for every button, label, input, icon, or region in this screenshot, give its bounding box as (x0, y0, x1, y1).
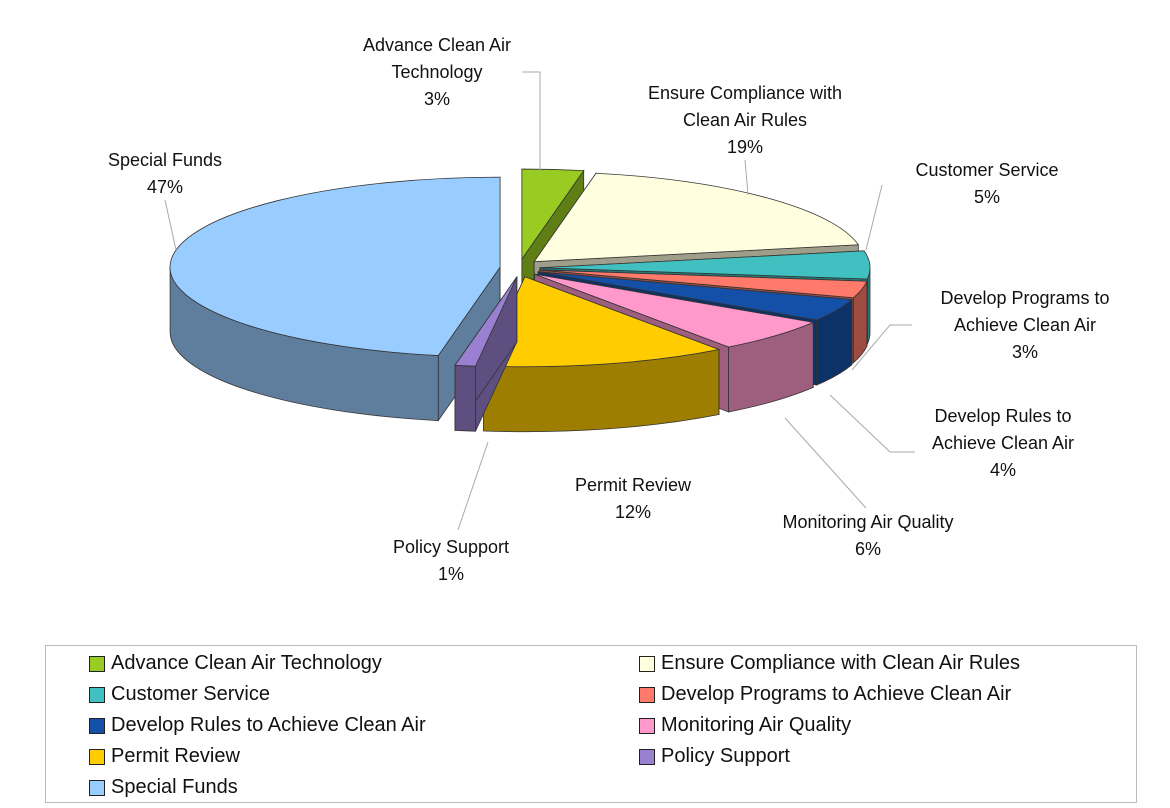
data-label-name: Customer Service (915, 160, 1059, 180)
slice-top (521, 168, 585, 261)
leader-line (865, 184, 883, 251)
legend-label: Special Funds (111, 776, 238, 798)
data-label: Advance Clean Air Technology 3% (352, 32, 522, 113)
legend-item: Develop Rules to Achieve Clean Air (89, 714, 426, 737)
legend-swatch (89, 655, 105, 672)
legend-swatch (89, 717, 105, 734)
leader-line (829, 394, 915, 453)
data-label-value: 1% (437, 564, 464, 584)
data-label: Monitoring Air Quality 6% (753, 509, 983, 563)
data-label-value: 3% (423, 89, 450, 109)
data-label-value: 6% (854, 539, 881, 559)
data-label: Permit Review 12% (548, 472, 718, 526)
legend-item: Monitoring Air Quality (639, 714, 851, 737)
legend-swatch (89, 779, 105, 796)
slice-top (454, 276, 518, 367)
legend-swatch (639, 686, 655, 703)
leader-line (744, 159, 749, 196)
data-label-value: 12% (614, 502, 652, 522)
data-label-name: Monitoring Air Quality (782, 512, 954, 532)
legend-swatch (639, 748, 655, 765)
chart (164, 71, 915, 531)
data-label-name: Special Funds (107, 150, 223, 170)
slice-top (534, 273, 815, 348)
data-label-value: 19% (726, 137, 764, 157)
legend-swatch (89, 748, 105, 765)
slice-top (538, 271, 853, 321)
leader-line (851, 324, 912, 371)
legend-label: Monitoring Air Quality (661, 714, 852, 736)
data-label: Special Funds 47% (80, 147, 250, 201)
slice-top (169, 176, 501, 356)
legend-item: Advance Clean Air Technology (89, 652, 382, 675)
slice-top (539, 250, 871, 280)
data-label: Customer Service 5% (892, 157, 1082, 211)
data-label-value: 3% (1011, 342, 1038, 362)
legend-label: Ensure Compliance with Clean Air Rules (661, 652, 1021, 674)
legend-label: Customer Service (111, 683, 270, 705)
leader-line (457, 441, 489, 531)
pie-slice (169, 176, 501, 422)
slice-top (539, 269, 868, 299)
legend-label: Policy Support (661, 745, 790, 767)
legend-swatch (89, 686, 105, 703)
legend-item: Special Funds (89, 776, 238, 799)
legend-item: Policy Support (639, 745, 790, 768)
legend-label: Develop Programs to Achieve Clean Air (661, 683, 1012, 705)
data-label-name: Develop Rules to Achieve Clean Air (931, 406, 1075, 453)
legend-item: Develop Programs to Achieve Clean Air (639, 683, 1011, 706)
pie-slice (454, 275, 518, 432)
legend-label: Develop Rules to Achieve Clean Air (111, 714, 426, 736)
legend-label: Advance Clean Air Technology (111, 652, 382, 674)
slice-top (533, 172, 860, 263)
slice-wall (454, 364, 476, 432)
legend: Advance Clean Air Technology Ensure Compl… (45, 645, 1137, 803)
leader-line (522, 71, 541, 172)
legend-item: Ensure Compliance with Clean Air Rules (639, 652, 1020, 675)
data-label: Ensure Compliance with Clean Air Rules 19… (640, 80, 850, 161)
data-label-name: Permit Review (574, 475, 692, 495)
leader-line (784, 417, 867, 509)
legend-label: Permit Review (111, 745, 240, 767)
data-label: Develop Rules to Achieve Clean Air 4% (908, 403, 1098, 484)
slice-wall (866, 267, 871, 345)
data-label-value: 4% (989, 460, 1016, 480)
data-label: Develop Programs to Achieve Clean Air 3% (920, 285, 1130, 366)
data-label-value: 47% (146, 177, 184, 197)
data-label-name: Develop Programs to Achieve Clean Air (940, 288, 1110, 335)
legend-swatch (639, 717, 655, 734)
data-label: Policy Support 1% (366, 534, 536, 588)
data-label-value: 5% (973, 187, 1000, 207)
legend-item: Customer Service (89, 683, 270, 706)
leader-line (164, 199, 177, 251)
data-label-name: Ensure Compliance with Clean Air Rules (647, 83, 843, 130)
legend-swatch (639, 655, 655, 672)
data-label-name: Policy Support (392, 537, 510, 557)
data-label-name: Advance Clean Air Technology (362, 35, 512, 82)
legend-item: Permit Review (89, 745, 240, 768)
